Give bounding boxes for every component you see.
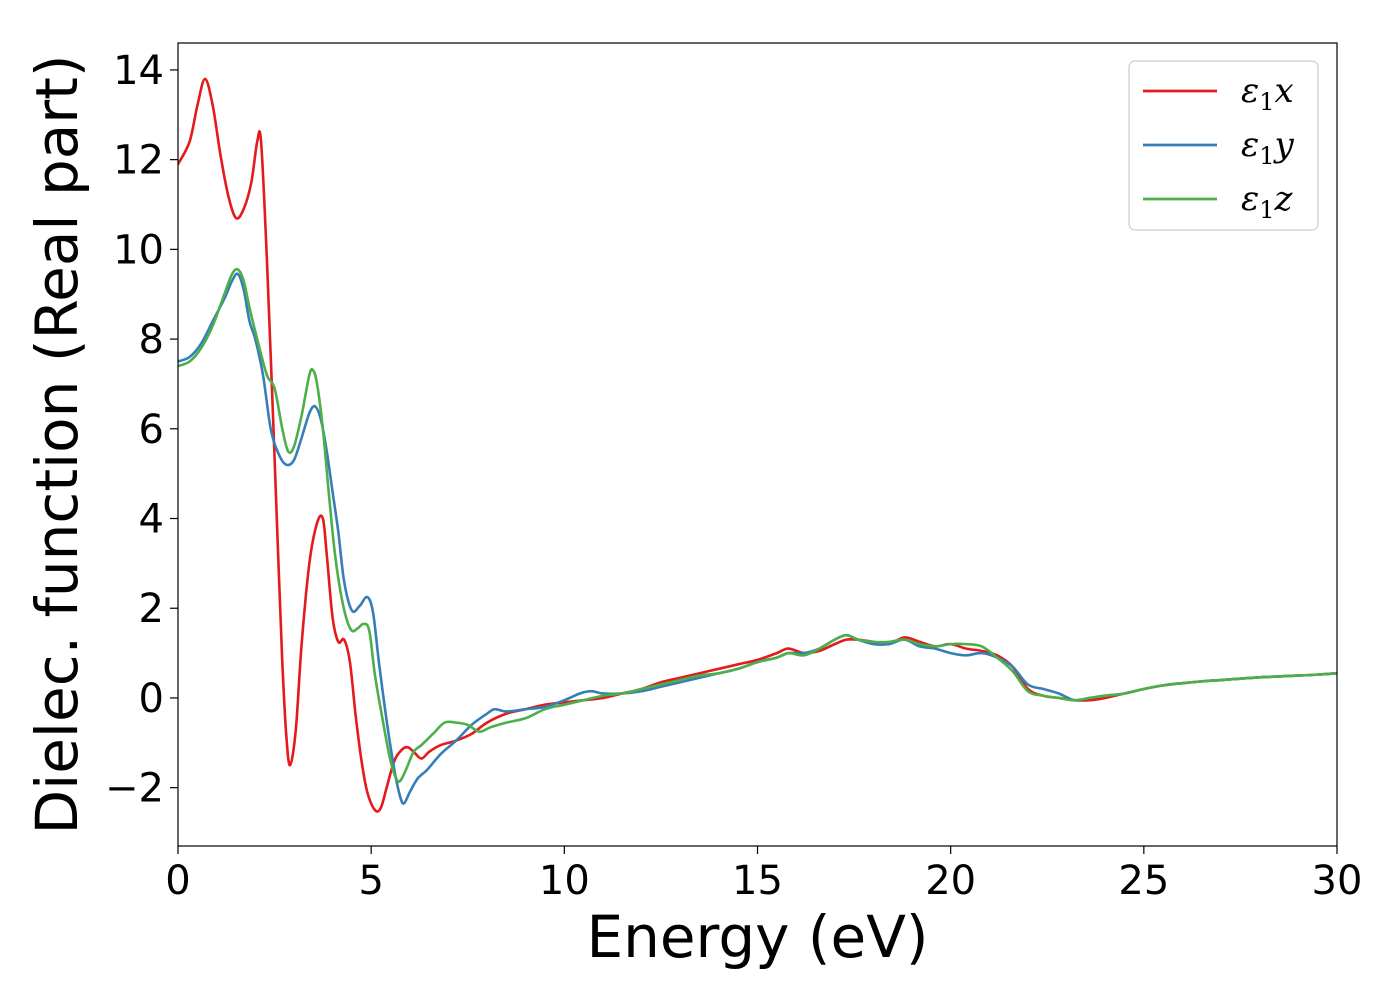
legend-label-x: ε1x <box>1241 71 1294 116</box>
x-tick-label: 15 <box>732 858 783 904</box>
y-tick-label: 2 <box>139 586 164 632</box>
y-axis-title: Dielec. function (Real part) <box>23 54 91 834</box>
legend-subscript: 1 <box>1259 196 1274 224</box>
x-tick-label: 20 <box>925 858 976 904</box>
y-tick-label: 4 <box>139 497 164 543</box>
y-axis: −2 0 2 4 6 8 10 12 14 <box>105 48 178 812</box>
legend-variable: y <box>1273 125 1295 165</box>
y-tick-label: 14 <box>113 48 164 94</box>
y-tick-label: 8 <box>139 317 164 363</box>
legend-label-z: ε1z <box>1241 179 1294 224</box>
plot-lines <box>178 77 1337 813</box>
x-tick-label: 0 <box>165 858 190 904</box>
y-tick-label: 12 <box>113 138 164 184</box>
x-tick-label: 30 <box>1312 858 1363 904</box>
x-axis-title: Energy (eV) <box>586 903 928 971</box>
x-tick-label: 10 <box>539 858 590 904</box>
x-axis: 0 5 10 15 20 25 30 <box>165 846 1362 904</box>
legend-variable: z <box>1274 179 1294 219</box>
legend-box <box>1128 60 1319 231</box>
legend-label-y: ε1y <box>1241 125 1295 170</box>
series-line-z <box>178 267 1337 784</box>
series-line-y <box>178 272 1337 805</box>
y-tick-label: 0 <box>139 676 164 722</box>
legend-symbol: ε <box>1241 71 1259 111</box>
y-tick-label: 6 <box>139 407 164 453</box>
x-tick-label: 5 <box>358 858 383 904</box>
y-tick-label: −2 <box>105 766 164 812</box>
legend-subscript: 1 <box>1259 142 1274 170</box>
legend-subscript: 1 <box>1259 88 1274 116</box>
legend-variable: x <box>1275 71 1294 111</box>
y-tick-label: 10 <box>113 227 164 273</box>
x-tick-label: 25 <box>1118 858 1169 904</box>
legend-symbol: ε <box>1241 125 1259 165</box>
legend-symbol: ε <box>1241 179 1259 219</box>
